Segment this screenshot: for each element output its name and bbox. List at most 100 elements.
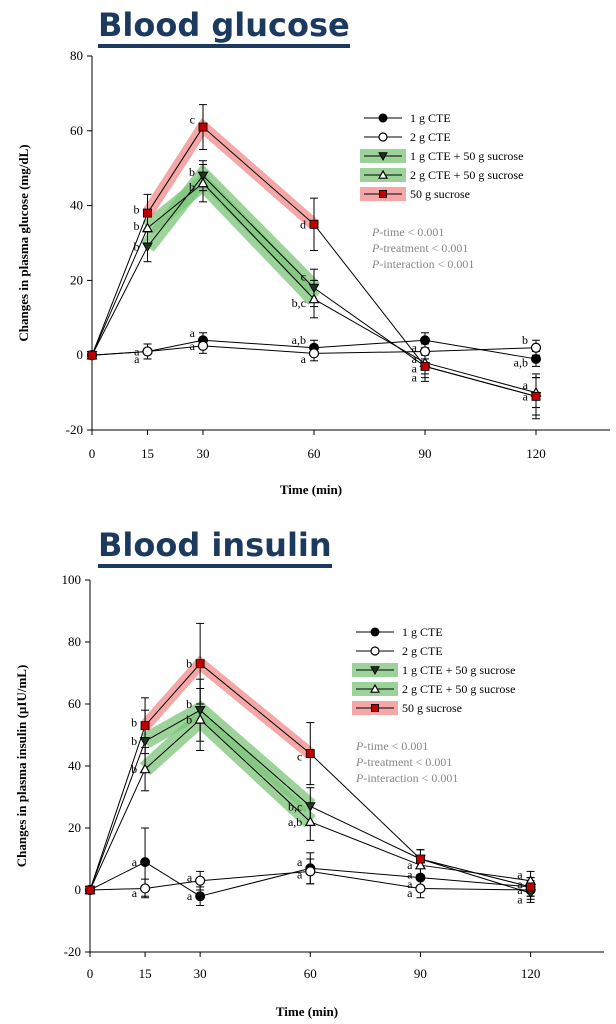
insulin-significance-label: a bbox=[132, 855, 138, 869]
insulin-x-tick-label: 30 bbox=[194, 966, 207, 981]
insulin-legend-marker-2-g-cte bbox=[370, 646, 380, 656]
glucose-series-line-2-g-cte-50-g-sucrose bbox=[91, 182, 537, 394]
insulin-point-1-g-cte-50-g-sucrose bbox=[304, 802, 316, 812]
insulin-y-tick-label: 100 bbox=[62, 572, 82, 587]
insulin-significance-label: a bbox=[407, 877, 413, 891]
insulin-y-tick-label: 0 bbox=[75, 882, 82, 897]
insulin-point-50-g-sucrose bbox=[85, 885, 95, 895]
heading-blood-insulin: Blood insulin bbox=[98, 528, 332, 568]
glucose-significance-label: b bbox=[189, 165, 195, 179]
insulin-point-2-g-cte-50-g-sucrose bbox=[414, 859, 426, 870]
glucose-legend-marker-50-g-sucrose bbox=[378, 189, 387, 198]
insulin-series-line-50-g-sucrose bbox=[89, 663, 531, 891]
glucose-legend-marker-1-g-cte bbox=[378, 113, 388, 123]
glucose-significance-label: a bbox=[134, 344, 140, 358]
glucose-significance-label: a bbox=[190, 339, 196, 353]
glucose-point-2-g-cte-50-g-sucrose bbox=[197, 177, 209, 188]
glucose-point-1-g-cte bbox=[420, 335, 430, 346]
glucose-significance-label: a bbox=[134, 352, 140, 366]
glucose-x-tick-label: 0 bbox=[89, 446, 96, 461]
glucose-significance-label: a bbox=[412, 352, 418, 366]
insulin-point-1-g-cte bbox=[415, 872, 426, 883]
insulin-legend-marker-1-g-cte bbox=[370, 627, 380, 637]
insulin-significance-label: a,b bbox=[288, 815, 302, 829]
glucose-stat-1: P-treatment < 0.001 bbox=[371, 241, 468, 255]
insulin-point-2-g-cte bbox=[195, 875, 206, 886]
glucose-significance-label: a bbox=[412, 361, 418, 375]
insulin-point-2-g-cte bbox=[139, 883, 151, 894]
glucose-significance-label: a bbox=[301, 352, 307, 366]
insulin-significance-label: a bbox=[187, 889, 193, 903]
insulin-significance-label: b bbox=[186, 697, 192, 711]
glucose-point-50-g-sucrose bbox=[420, 361, 430, 371]
insulin-significance-label: a bbox=[297, 855, 303, 869]
glucose-legend-label-1-g-cte: 1 g CTE bbox=[410, 111, 451, 125]
insulin-point-2-g-cte-50-g-sucrose bbox=[194, 713, 206, 724]
glucose-legend-marker-1-g-cte-50-g-sucrose bbox=[378, 152, 388, 162]
heading-blood-glucose: Blood glucose bbox=[98, 8, 350, 48]
glucose-y-tick-label: 60 bbox=[70, 123, 83, 138]
insulin-significance-label: a bbox=[517, 868, 523, 882]
insulin-legend-marker-2-g-cte-50-g-sucrose bbox=[369, 683, 381, 693]
glucose-legend-label-2-g-cte: 2 g CTE bbox=[410, 130, 451, 144]
glucose-significance-label: a,b bbox=[514, 356, 528, 370]
insulin-stat-0: P-time < 0.001 bbox=[355, 739, 428, 753]
insulin-point-50-g-sucrose bbox=[415, 854, 425, 864]
insulin-x-tick-label: 90 bbox=[414, 966, 427, 981]
glucose-x-tick-label: 120 bbox=[526, 446, 546, 461]
glucose-legend-label-50-g-sucrose: 50 g sucrose bbox=[410, 187, 470, 201]
insulin-significance-label: a bbox=[132, 886, 138, 900]
glucose-point-2-g-cte-50-g-sucrose bbox=[308, 293, 320, 304]
insulin-significance-label: b bbox=[131, 734, 137, 748]
insulin-significance-label: b bbox=[186, 713, 192, 727]
insulin-legend-label-1-g-cte: 1 g CTE bbox=[402, 625, 443, 639]
insulin-x-tick-label: 15 bbox=[139, 966, 152, 981]
glucose-x-tick-label: 90 bbox=[419, 446, 432, 461]
glucose-point-2-g-cte bbox=[419, 346, 431, 357]
insulin-series-line-1-g-cte-50-g-sucrose bbox=[89, 709, 531, 894]
glucose-legend-marker-2-g-cte bbox=[378, 132, 388, 142]
insulin-stat-1: P-treatment < 0.001 bbox=[355, 755, 452, 769]
insulin-x-tick-label: 0 bbox=[87, 966, 94, 981]
glucose-point-2-g-cte bbox=[530, 342, 542, 353]
glucose-significance-label: a,b bbox=[292, 333, 306, 347]
insulin-significance-label: a bbox=[517, 877, 523, 891]
glucose-y-tick-label: 80 bbox=[70, 48, 83, 63]
glucose-point-1-g-cte bbox=[531, 353, 541, 364]
insulin-x-tick-label: 120 bbox=[521, 966, 541, 981]
insulin-y-tick-label: 60 bbox=[68, 696, 81, 711]
glucose-point-50-g-sucrose bbox=[87, 350, 97, 360]
insulin-point-50-g-sucrose bbox=[195, 659, 205, 669]
glucose-significance-label: b bbox=[134, 240, 140, 254]
insulin-legend-label-2-g-cte: 2 g CTE bbox=[402, 644, 443, 658]
insulin-x-axis-label: Time (min) bbox=[276, 1004, 338, 1019]
glucose-x-tick-label: 15 bbox=[141, 446, 154, 461]
insulin-significance-label: a bbox=[517, 892, 523, 906]
insulin-significance-label: a bbox=[407, 868, 413, 882]
insulin-legend-marker-50-g-sucrose bbox=[370, 704, 379, 713]
glucose-significance-label: d bbox=[300, 217, 306, 231]
glucose-significance-label: b bbox=[134, 202, 140, 216]
glucose-chart: -20 0 20 40 60 80 0 15 30 60 90 120 Time (min) Change… bbox=[16, 48, 610, 497]
insulin-point-2-g-cte-50-g-sucrose bbox=[139, 763, 151, 774]
insulin-significance-label: c bbox=[297, 750, 302, 764]
glucose-significance-label: b bbox=[134, 219, 140, 233]
glucose-significance-label: a bbox=[523, 378, 529, 392]
insulin-point-50-g-sucrose bbox=[526, 882, 536, 892]
glucose-significance-label: a bbox=[412, 341, 418, 355]
glucose-x-axis-label: Time (min) bbox=[280, 482, 342, 497]
insulin-point-2-g-cte-50-g-sucrose bbox=[304, 816, 316, 827]
insulin-y-tick-label: 20 bbox=[68, 820, 81, 835]
glucose-point-1-g-cte-50-g-sucrose bbox=[308, 283, 320, 294]
insulin-point-1-g-cte bbox=[140, 857, 151, 868]
insulin-significance-label: b,c bbox=[288, 799, 302, 813]
insulin-series-line-2-g-cte-50-g-sucrose bbox=[89, 718, 531, 891]
insulin-point-1-g-cte-50-g-sucrose bbox=[139, 737, 151, 747]
glucose-significance-label: c bbox=[301, 270, 306, 284]
insulin-significance-label: b bbox=[186, 657, 192, 671]
glucose-significance-label: a bbox=[190, 326, 196, 340]
insulin-y-axis-label: Changes in plasma insulin (µIU/mL) bbox=[14, 665, 29, 868]
insulin-y-tick-label: -20 bbox=[64, 944, 81, 959]
insulin-series-line-2-g-cte bbox=[89, 870, 531, 891]
